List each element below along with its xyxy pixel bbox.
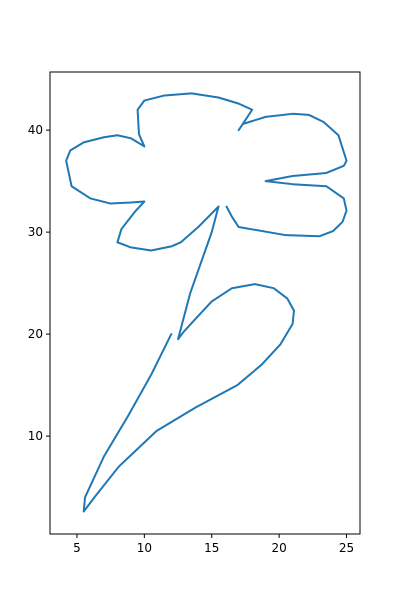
y-axis: 10 20 30 40 (28, 123, 50, 443)
axes-frame (49, 71, 361, 535)
y-tick-label: 20 (28, 327, 43, 341)
series-layer (65, 92, 348, 513)
x-tick-label: 20 (271, 541, 286, 555)
y-tick-label: 40 (28, 123, 43, 137)
y-tick-label: 10 (28, 429, 43, 443)
y-tick-label: 30 (28, 225, 43, 239)
x-tick-label: 15 (204, 541, 219, 555)
x-tick-label: 25 (339, 541, 354, 555)
x-axis: 5 10 15 20 25 (73, 534, 354, 555)
series-line-2 (65, 92, 348, 252)
x-tick-label: 10 (137, 541, 152, 555)
series-line-1 (82, 205, 295, 513)
plot-area (49, 71, 361, 535)
x-tick-label: 5 (73, 541, 81, 555)
